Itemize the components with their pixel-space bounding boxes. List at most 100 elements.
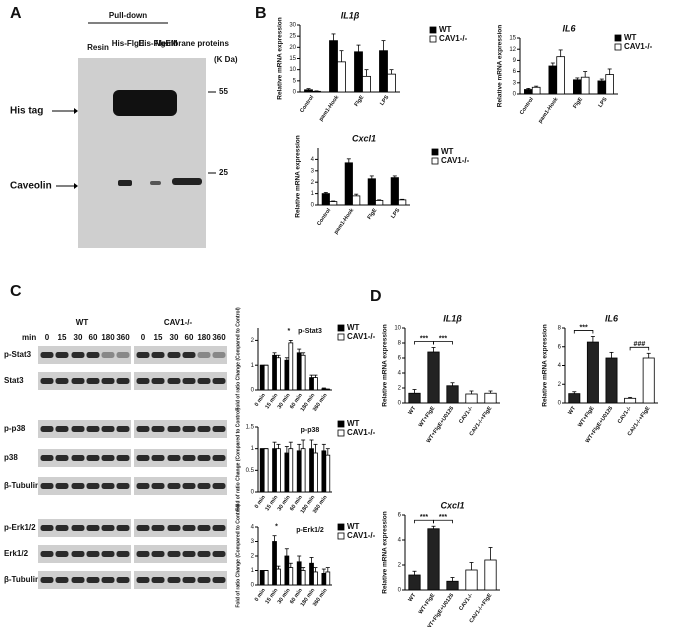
bar bbox=[408, 574, 421, 591]
band-label: Caveolin bbox=[10, 181, 52, 192]
chart-title: Cxcl1 bbox=[440, 500, 464, 510]
legend-swatch bbox=[614, 43, 622, 51]
y-tick-label: 0.5 bbox=[246, 468, 255, 474]
row-label: Stat3 bbox=[4, 376, 24, 385]
band bbox=[116, 378, 130, 384]
band bbox=[71, 483, 85, 489]
bar bbox=[484, 559, 497, 591]
bar bbox=[329, 201, 338, 206]
band bbox=[167, 455, 181, 461]
band bbox=[136, 378, 150, 384]
bar bbox=[300, 570, 306, 586]
legend-swatch bbox=[337, 420, 345, 428]
band bbox=[71, 455, 85, 461]
legend-label: CAV1-/- bbox=[347, 428, 376, 437]
y-tick-label: 3 bbox=[311, 168, 315, 174]
y-tick-label: 8 bbox=[558, 326, 562, 332]
y-tick-label: 1 bbox=[251, 446, 255, 452]
band bbox=[86, 455, 100, 461]
bar bbox=[296, 561, 302, 586]
band bbox=[136, 577, 150, 583]
bar bbox=[309, 377, 314, 391]
y-tick-label: 0 bbox=[558, 401, 562, 407]
band bbox=[40, 483, 54, 489]
band bbox=[101, 551, 115, 557]
bar bbox=[304, 89, 313, 93]
sig-label: *** bbox=[420, 335, 428, 342]
sig-label: *** bbox=[439, 514, 447, 521]
y-tick-label: 8 bbox=[398, 341, 402, 347]
y-tick-label: 15 bbox=[289, 56, 296, 62]
y-tick-label: 2 bbox=[311, 180, 315, 186]
band bbox=[167, 378, 181, 384]
bar bbox=[296, 352, 302, 391]
band bbox=[212, 378, 226, 384]
band bbox=[71, 426, 85, 432]
band bbox=[40, 455, 54, 461]
band bbox=[118, 180, 132, 186]
band bbox=[151, 551, 165, 557]
bar bbox=[296, 450, 302, 493]
y-axis-label: Relative mRNA expression bbox=[382, 511, 389, 594]
band bbox=[40, 426, 54, 432]
bar bbox=[624, 397, 637, 404]
band bbox=[40, 378, 54, 384]
y-axis-label: Relative mRNA expression bbox=[542, 324, 549, 407]
bar bbox=[586, 341, 599, 404]
y-axis-label: Relative mRNA expression bbox=[382, 324, 389, 407]
bar bbox=[272, 541, 277, 586]
band bbox=[212, 426, 226, 432]
band bbox=[197, 483, 211, 489]
band bbox=[197, 426, 211, 432]
bar bbox=[321, 388, 327, 391]
legend-label: WT bbox=[347, 522, 360, 531]
x-tick-label: WT+FlgE bbox=[577, 405, 596, 428]
bar bbox=[398, 199, 407, 206]
chart-title: p-Erk1/2 bbox=[296, 527, 324, 534]
bar bbox=[568, 393, 581, 404]
x-tick-label: pam1-Hook bbox=[318, 94, 341, 123]
bar bbox=[263, 570, 269, 586]
bar bbox=[387, 73, 396, 93]
band bbox=[151, 525, 165, 531]
row-label: p-p38 bbox=[4, 424, 26, 433]
y-tick-label: 6 bbox=[513, 69, 517, 75]
lane-label: Membrane proteins bbox=[155, 39, 229, 48]
y-tick-label: 6 bbox=[558, 344, 562, 350]
bar bbox=[325, 571, 331, 586]
sig-label: *** bbox=[580, 324, 588, 331]
y-tick-label: 4 bbox=[251, 525, 255, 531]
panel-label: A bbox=[10, 5, 22, 22]
band bbox=[151, 455, 165, 461]
y-tick-label: 15 bbox=[509, 36, 516, 42]
band bbox=[151, 352, 165, 358]
band bbox=[212, 525, 226, 531]
y-tick-label: 3 bbox=[513, 80, 517, 86]
legend-swatch bbox=[337, 324, 345, 332]
chart-title: IL6 bbox=[562, 23, 576, 33]
x-tick-label: LPS bbox=[390, 207, 401, 219]
sig-bracket bbox=[573, 330, 594, 334]
band bbox=[101, 426, 115, 432]
group-label: CAV1-/- bbox=[164, 318, 193, 327]
y-tick-label: 20 bbox=[289, 45, 296, 51]
x-tick-label: pam1-Hook bbox=[333, 207, 356, 236]
band bbox=[40, 577, 54, 583]
y-tick-label: 1 bbox=[251, 568, 255, 574]
y-tick-label: 25 bbox=[289, 34, 296, 40]
y-tick-label: 0 bbox=[293, 90, 297, 96]
x-tick-label: FlgE bbox=[367, 207, 379, 220]
row-label: Erk1/2 bbox=[4, 549, 29, 558]
bar bbox=[276, 568, 281, 586]
band bbox=[101, 352, 115, 358]
legend-label: CAV1-/- bbox=[441, 156, 470, 165]
lane-label: His-FlgE bbox=[112, 39, 145, 48]
row-label: p38 bbox=[4, 453, 18, 462]
band bbox=[40, 525, 54, 531]
sig-bracket bbox=[629, 346, 650, 351]
legend-label: CAV1-/- bbox=[347, 531, 376, 540]
time: 180 bbox=[197, 333, 211, 342]
x-tick-label: WT+FlgE bbox=[418, 405, 437, 428]
band bbox=[55, 483, 69, 489]
bar bbox=[427, 351, 440, 404]
